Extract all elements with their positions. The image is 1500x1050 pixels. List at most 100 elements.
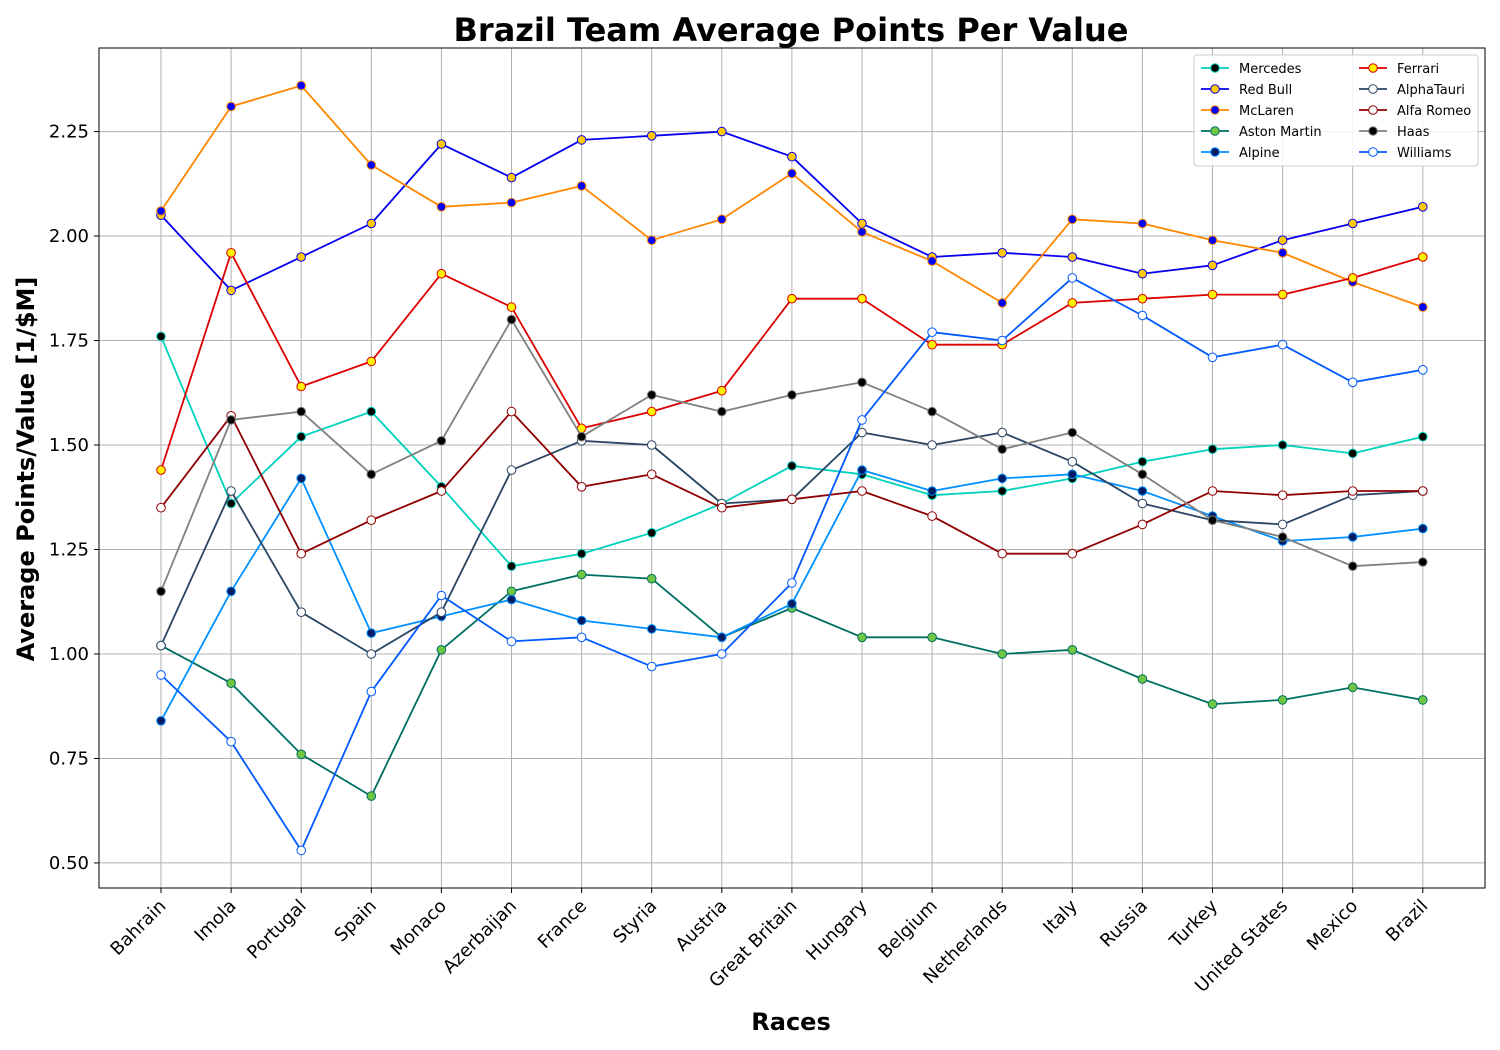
data-point-haas [226,415,236,425]
data-point-red-bull [997,248,1008,258]
legend-label: Aston Martin [1239,125,1322,140]
legend-label: Alfa Romeo [1397,104,1471,119]
data-point-williams [296,845,307,856]
data-point-mercedes [1418,431,1428,442]
data-point-williams [787,578,797,588]
data-point-aston-martin [646,573,657,584]
data-point-haas [506,314,517,325]
data-point-mclaren [226,101,236,112]
data-point-alphatauri [646,440,657,450]
data-point-red-bull [436,139,447,149]
data-point-mclaren [156,206,166,216]
data-point-ferrari [646,406,657,417]
data-point-red-bull [366,218,377,229]
data-point-williams [857,415,867,425]
data-point-haas [857,377,867,388]
data-point-haas [156,586,166,597]
data-point-alfa-romeo [1277,490,1288,501]
y-tick-label: 2.00 [49,226,89,247]
data-point-mercedes [506,561,517,572]
data-point-alfa-romeo [1067,548,1078,559]
data-point-red-bull [1347,218,1358,229]
data-point-mercedes [1137,456,1148,467]
data-point-ferrari [1347,273,1358,283]
legend-label: McLaren [1239,104,1294,119]
data-point-haas [997,444,1008,455]
data-point-mclaren [927,256,937,266]
data-point-alphatauri [997,427,1008,438]
data-point-mercedes [787,461,797,471]
data-point-alpine [1067,469,1078,480]
data-point-mclaren [857,227,867,237]
data-point-red-bull [1207,260,1218,271]
legend-item: Mercedes [1201,62,1302,77]
data-point-mclaren [717,214,727,225]
data-point-alfa-romeo [857,486,867,496]
legend-swatch-marker [1368,147,1378,157]
data-point-williams [927,327,937,338]
data-point-aston-martin [857,632,867,643]
data-point-red-bull [576,135,587,145]
legend-label: Red Bull [1239,83,1292,98]
data-point-mclaren [1137,218,1148,229]
series-mercedes [156,331,1428,572]
data-point-williams [506,636,517,647]
data-point-alphatauri [927,440,937,450]
data-point-mercedes [1207,444,1218,455]
data-point-red-bull [296,252,307,262]
data-point-alfa-romeo [997,548,1008,559]
data-point-aston-martin [1277,695,1288,705]
data-point-red-bull [1277,235,1288,245]
data-point-alfa-romeo [717,502,727,513]
data-point-mclaren [1067,214,1078,225]
data-point-mercedes [1347,448,1358,459]
data-point-alpine [1418,523,1428,534]
y-tick-label: 1.25 [49,539,89,560]
data-point-ferrari [226,248,236,258]
data-point-haas [1418,557,1428,567]
series-layer [156,80,1428,856]
data-point-williams [1207,352,1218,363]
data-point-williams [1067,273,1078,283]
data-point-aston-martin [436,645,447,655]
data-point-aston-martin [1067,645,1078,655]
data-point-red-bull [506,172,517,183]
data-point-haas [927,406,937,417]
data-point-alfa-romeo [646,469,657,480]
data-point-mclaren [646,235,657,245]
legend-swatch-marker [1210,84,1220,94]
y-tick-label: 1.50 [49,435,89,456]
data-point-haas [436,436,447,446]
data-point-alphatauri [226,486,236,496]
legend-item: Ferrari [1359,62,1439,77]
data-point-alpine [1137,486,1148,496]
data-point-alphatauri [1137,498,1148,509]
legend-label: Mercedes [1239,62,1302,77]
data-point-alpine [997,473,1008,484]
data-point-ferrari [366,356,377,367]
data-point-williams [1137,310,1148,321]
data-point-mercedes [296,431,307,442]
data-point-aston-martin [997,649,1008,659]
series-mclaren [156,80,1428,312]
data-point-mercedes [156,331,166,342]
y-tick-label: 1.75 [49,331,89,352]
y-tick-label: 2.25 [49,122,89,143]
y-tick-label: 0.75 [49,748,89,769]
data-point-mercedes [226,498,236,509]
data-point-alfa-romeo [366,515,377,526]
series-ferrari [156,248,1428,475]
data-point-haas [1347,561,1358,572]
data-point-mclaren [787,168,797,179]
data-point-haas [576,431,587,442]
data-point-alpine [787,599,797,609]
data-point-mercedes [366,406,377,417]
data-point-alfa-romeo [787,494,797,505]
data-point-alpine [646,624,657,634]
data-point-haas [646,390,657,400]
data-point-williams [997,335,1008,346]
legend-item: Aston Martin [1201,125,1322,140]
legend-item: McLaren [1201,104,1294,119]
legend-item: Red Bull [1201,83,1292,98]
data-point-haas [366,469,377,480]
